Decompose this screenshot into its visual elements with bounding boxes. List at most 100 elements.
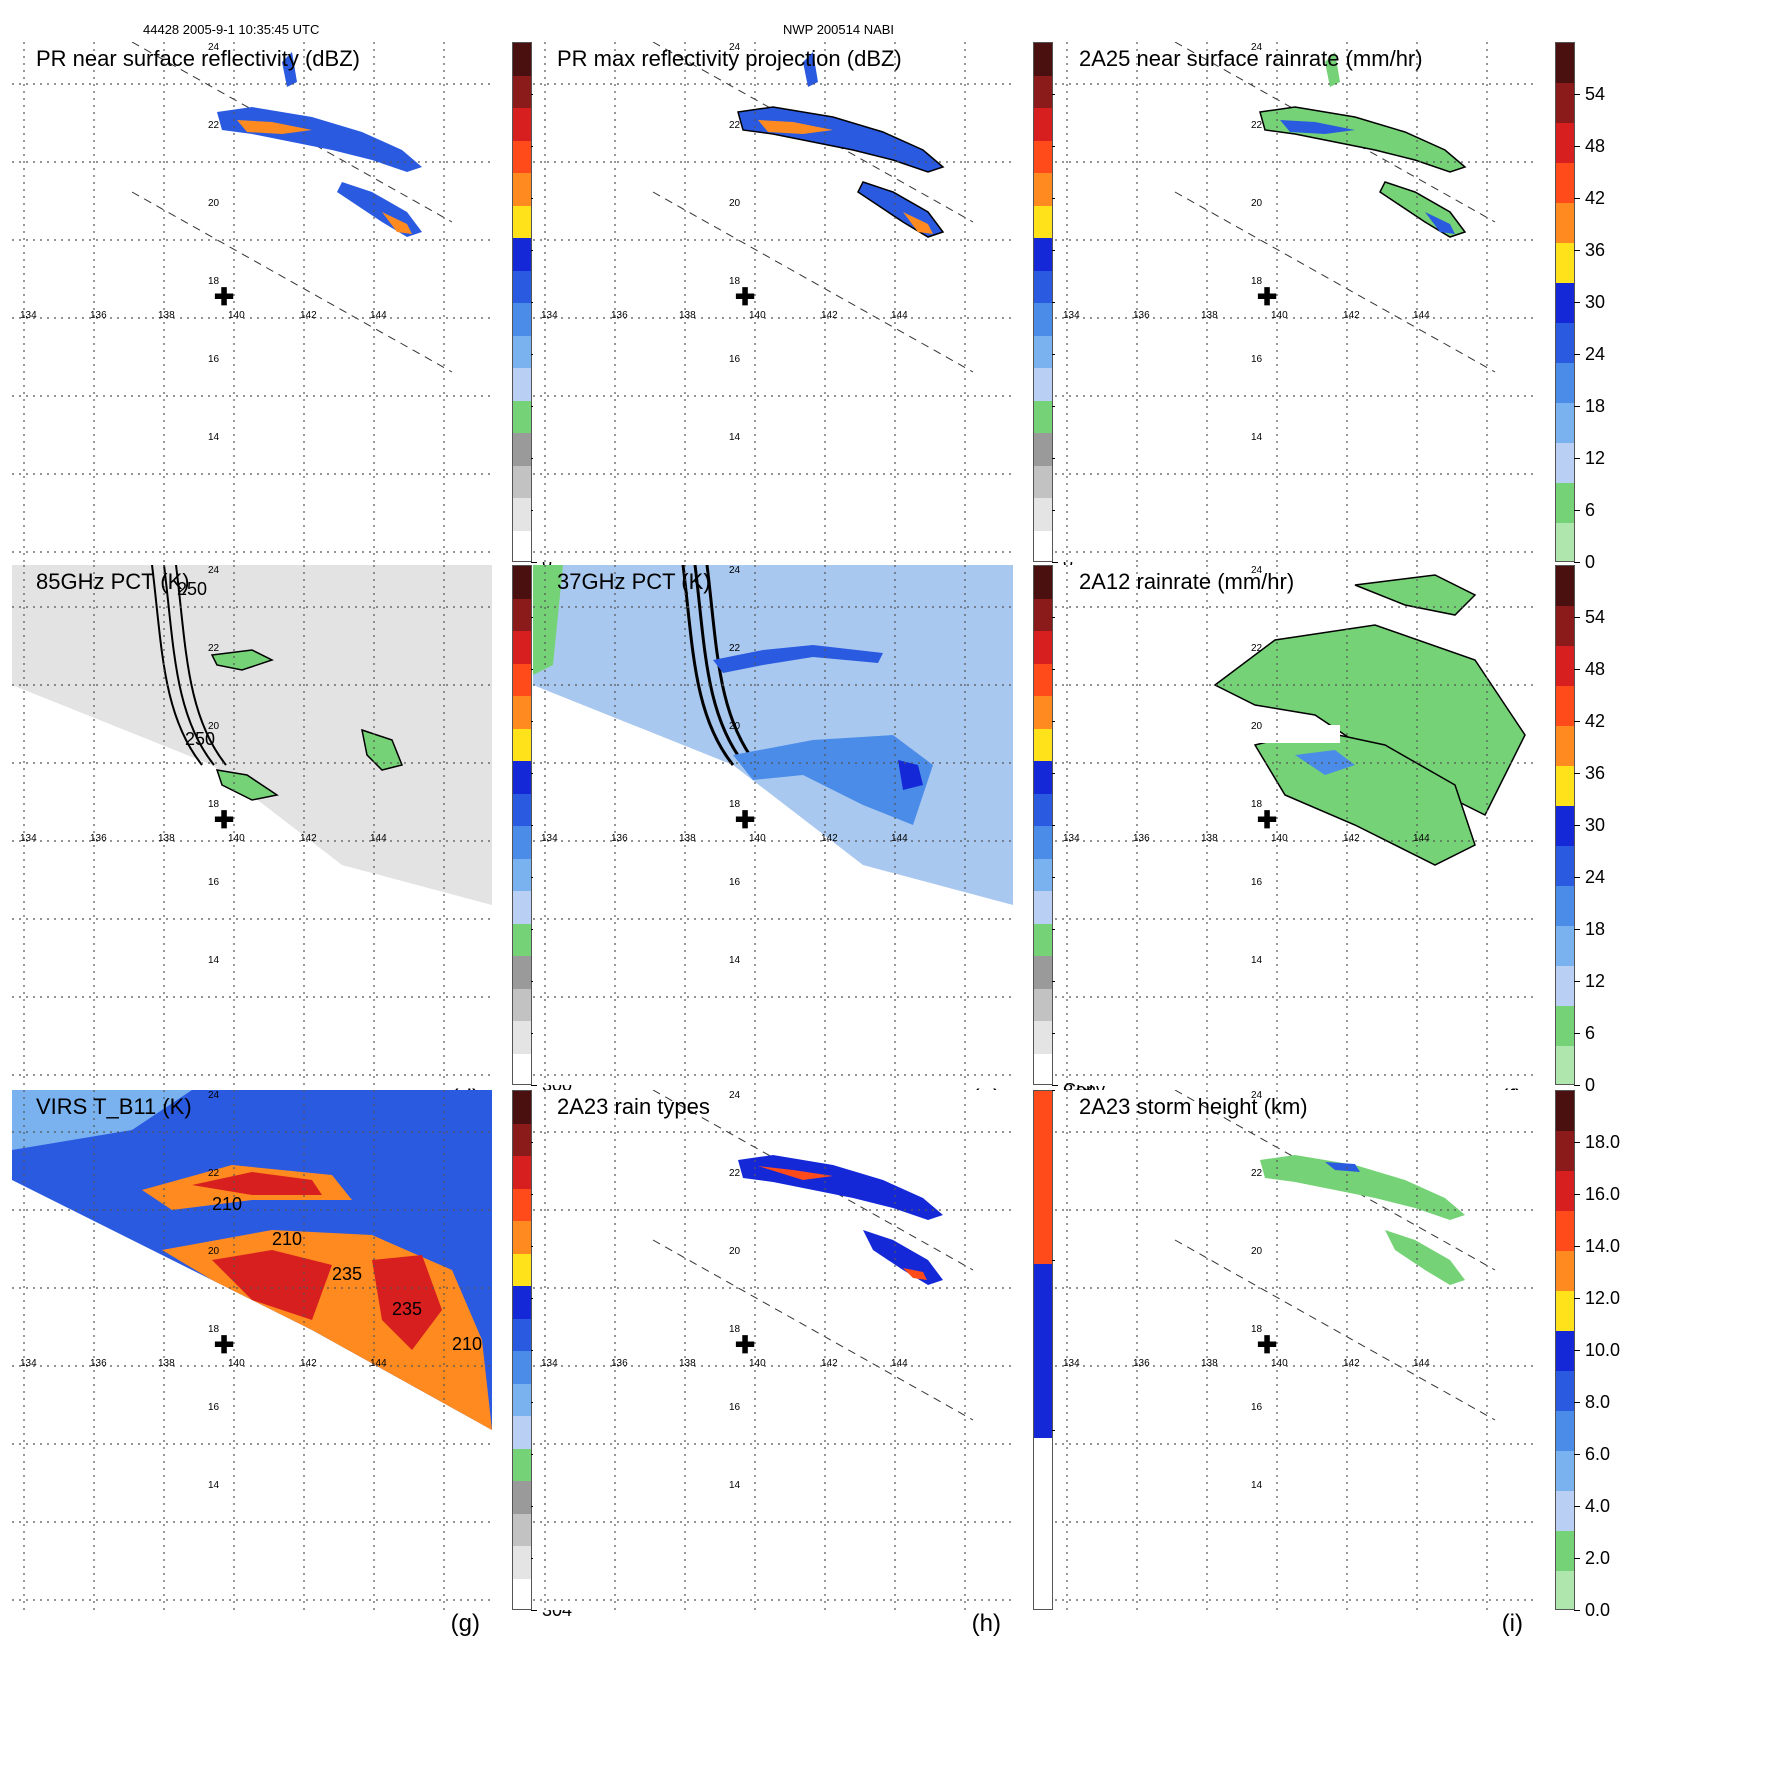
color-bar-band — [1034, 270, 1052, 303]
color-bar-band — [513, 1351, 531, 1384]
color-bar-band — [1034, 1021, 1052, 1054]
high-pct-region — [533, 565, 563, 675]
echo-core-north — [758, 120, 833, 134]
color-bar-band — [1556, 806, 1574, 846]
echo-core-north — [1280, 120, 1355, 134]
longitude-label: 138 — [1201, 310, 1218, 321]
latitude-label: 24 — [208, 1090, 220, 1101]
color-bar-tick-label: 0.0 — [1585, 1600, 1611, 1620]
color-bar-band — [513, 368, 531, 401]
longitude-label: 138 — [158, 310, 175, 321]
longitude-label: 136 — [1133, 1358, 1150, 1369]
color-bar-band — [1034, 140, 1052, 173]
longitude-label: 140 — [228, 310, 245, 321]
color-bar-tick — [1574, 406, 1580, 407]
color-bar-tick — [531, 1085, 537, 1086]
color-bar-band — [513, 1318, 531, 1351]
latitude-label: 16 — [1251, 1402, 1263, 1413]
panel-letter: (g) — [450, 1610, 480, 1637]
longitude-label: 134 — [1063, 833, 1080, 844]
color-bar-tick — [1574, 458, 1580, 459]
echo-core-north — [237, 120, 312, 134]
latitude-label: 22 — [208, 120, 220, 131]
color-bar — [1555, 565, 1575, 1085]
longitude-label: 140 — [228, 833, 245, 844]
color-bar-band — [1034, 400, 1052, 433]
color-bar-band — [513, 956, 531, 989]
panel-h: 134 136 138 140 142 144 24 22 20 18 16 14 ✚ 2A23 rain… — [533, 1080, 1105, 1650]
color-bar-tick — [1052, 1085, 1058, 1086]
color-bar-band — [1034, 335, 1052, 368]
longitude-label: 136 — [90, 833, 107, 844]
latitude-label: 20 — [1251, 721, 1263, 732]
storm-center-marker: ✚ — [735, 1332, 756, 1359]
longitude-label: 142 — [821, 310, 838, 321]
longitude-label: 144 — [370, 1358, 387, 1369]
color-bar-band — [513, 1383, 531, 1416]
color-bar-band — [1556, 926, 1574, 966]
latitude-label: 18 — [729, 276, 741, 287]
color-bar-band — [1556, 606, 1574, 646]
storm-center-marker: ✚ — [1257, 284, 1278, 311]
color-bar-band — [513, 1513, 531, 1546]
color-bar-band — [513, 858, 531, 891]
color-bar-tick-label: 12 — [1585, 448, 1606, 468]
rain-area-north — [1354, 574, 1477, 616]
color-bar-band — [1034, 826, 1052, 859]
longitude-label: 136 — [611, 833, 628, 844]
color-bar-band — [513, 1188, 531, 1221]
longitude-label: 144 — [1413, 310, 1430, 321]
color-bar-tick — [1574, 302, 1580, 303]
color-bar-band — [1034, 303, 1052, 336]
color-bar-band — [1034, 1437, 1052, 1609]
longitude-label: 142 — [1343, 833, 1360, 844]
map-area — [1055, 42, 1535, 562]
map-canvas — [1055, 1090, 1535, 1610]
color-bar-band — [513, 465, 531, 498]
color-bar-tick — [1574, 1402, 1580, 1403]
latitude-label: 20 — [729, 198, 741, 209]
color-bar-tick-label: 0 — [1063, 552, 1074, 572]
panel-letter: (h) — [971, 1610, 1001, 1637]
color-bar-band — [1556, 1571, 1574, 1609]
color-bar-tick-label: 14.0 — [1585, 1236, 1621, 1256]
color-bar-band — [513, 1286, 531, 1319]
color-bar-band — [513, 1091, 531, 1124]
latitude-label: 22 — [729, 643, 741, 654]
color-bar-band — [513, 566, 531, 599]
longitude-label: 138 — [1201, 833, 1218, 844]
color-bar-tick-label: 30 — [1585, 815, 1606, 835]
tmi-swath — [12, 565, 492, 905]
color-bar-band — [1034, 43, 1052, 76]
map-canvas — [533, 565, 1013, 1085]
color-bar-tick — [1574, 1350, 1580, 1351]
pct-contour-line — [693, 565, 747, 766]
echo-cell — [803, 52, 818, 87]
latitude-label: 18 — [729, 1324, 741, 1335]
color-bar-band — [513, 1416, 531, 1449]
longitude-label: 144 — [891, 833, 908, 844]
longitude-label: 138 — [679, 1358, 696, 1369]
color-bar-band — [1556, 483, 1574, 523]
color-bar-band — [1556, 203, 1574, 243]
color-bar-band — [513, 108, 531, 141]
latitude-label: 20 — [208, 198, 220, 209]
color-bar-band — [513, 433, 531, 466]
color-bar-band — [1556, 1091, 1574, 1131]
echo-cell — [1325, 52, 1340, 87]
map-area — [1055, 565, 1535, 1085]
pct-contour-line — [681, 565, 735, 766]
color-bar-band — [513, 696, 531, 729]
latitude-label: 16 — [208, 877, 220, 888]
color-bar-band — [513, 1021, 531, 1054]
color-bar-tick — [1574, 1298, 1580, 1299]
swath-edge-line — [1174, 191, 1496, 373]
color-bar-band — [1556, 523, 1574, 561]
pct-contour-line — [705, 565, 759, 766]
longitude-label: 144 — [891, 1358, 908, 1369]
longitude-label: 136 — [1133, 310, 1150, 321]
color-bar-band — [1556, 646, 1574, 686]
latitude-label: 14 — [729, 1480, 741, 1491]
color-bar-tick-label: 4.0 — [1585, 1496, 1611, 1516]
panel-f: 134 136 138 140 142 144 24 22 20 18 16 14 ✚ 2A12 rain… — [1055, 565, 1605, 1125]
